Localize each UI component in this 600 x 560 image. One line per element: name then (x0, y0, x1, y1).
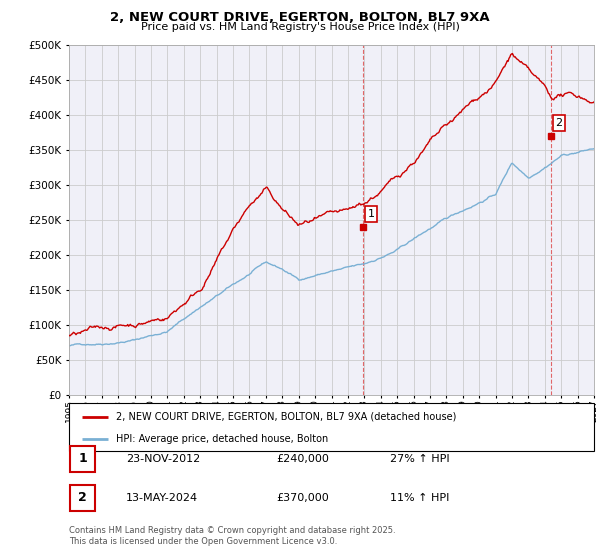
Text: £240,000: £240,000 (276, 454, 329, 464)
Text: 13-MAY-2024: 13-MAY-2024 (126, 493, 198, 503)
Text: 1: 1 (78, 452, 87, 465)
Text: 1: 1 (367, 209, 374, 219)
Text: 11% ↑ HPI: 11% ↑ HPI (390, 493, 449, 503)
Text: 23-NOV-2012: 23-NOV-2012 (126, 454, 200, 464)
Text: 2: 2 (78, 491, 87, 505)
Text: 27% ↑ HPI: 27% ↑ HPI (390, 454, 449, 464)
Text: Contains HM Land Registry data © Crown copyright and database right 2025.
This d: Contains HM Land Registry data © Crown c… (69, 526, 395, 546)
Text: HPI: Average price, detached house, Bolton: HPI: Average price, detached house, Bolt… (116, 434, 329, 444)
Text: 2: 2 (556, 118, 563, 128)
Text: Price paid vs. HM Land Registry's House Price Index (HPI): Price paid vs. HM Land Registry's House … (140, 22, 460, 32)
Text: £370,000: £370,000 (276, 493, 329, 503)
Text: 2, NEW COURT DRIVE, EGERTON, BOLTON, BL7 9XA (detached house): 2, NEW COURT DRIVE, EGERTON, BOLTON, BL7… (116, 412, 457, 422)
Text: 2, NEW COURT DRIVE, EGERTON, BOLTON, BL7 9XA: 2, NEW COURT DRIVE, EGERTON, BOLTON, BL7… (110, 11, 490, 24)
